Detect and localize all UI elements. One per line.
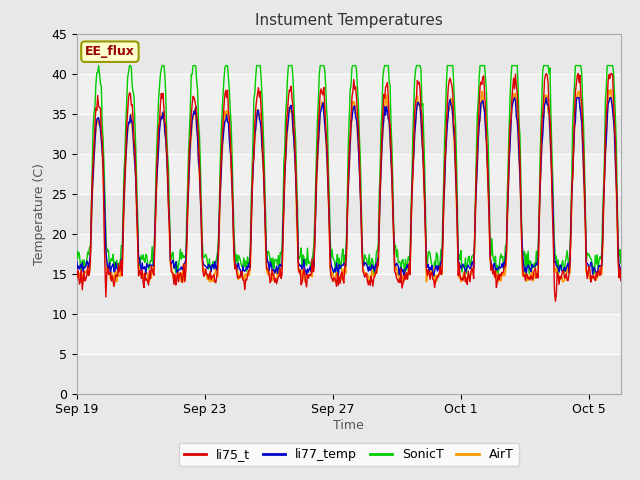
- li77_temp: [437, 259, 445, 264]
- li77_temp: [213, 267, 221, 273]
- AirT: [483, 166, 491, 172]
- SonicT: [484, 141, 492, 146]
- SonicT: [321, 67, 328, 73]
- li77_temp: [430, 273, 438, 278]
- Bar: [77, 73, 621, 114]
- AirT: [170, 276, 178, 282]
- li75_t: [617, 277, 625, 283]
- li75_t: [552, 299, 559, 304]
- li77_temp: [483, 157, 491, 163]
- Y-axis label: Temperature (C): Temperature (C): [33, 163, 45, 264]
- Legend: li75_t, li77_temp, SonicT, AirT: li75_t, li77_temp, SonicT, AirT: [179, 443, 519, 466]
- Bar: [77, 354, 621, 394]
- SonicT: [617, 260, 625, 266]
- li75_t: [319, 92, 327, 97]
- li77_temp: [511, 95, 518, 100]
- SonicT: [95, 63, 102, 69]
- li77_temp: [319, 100, 327, 106]
- Line: SonicT: SonicT: [77, 66, 621, 274]
- SonicT: [214, 234, 222, 240]
- SonicT: [438, 255, 445, 261]
- li75_t: [169, 270, 177, 276]
- Bar: [77, 274, 621, 313]
- Text: EE_flux: EE_flux: [85, 45, 135, 58]
- SonicT: [396, 259, 403, 264]
- li75_t: [436, 263, 444, 269]
- AirT: [617, 270, 625, 276]
- AirT: [214, 274, 221, 279]
- Bar: [77, 154, 621, 193]
- AirT: [77, 279, 85, 285]
- li77_temp: [617, 267, 625, 273]
- AirT: [320, 104, 328, 110]
- Line: AirT: AirT: [77, 90, 621, 282]
- SonicT: [174, 271, 182, 276]
- li75_t: [483, 131, 490, 136]
- AirT: [394, 270, 402, 276]
- Bar: [77, 34, 621, 73]
- Line: li75_t: li75_t: [77, 73, 621, 301]
- Bar: [77, 234, 621, 274]
- SonicT: [73, 248, 81, 254]
- Bar: [77, 193, 621, 234]
- Bar: [77, 313, 621, 354]
- li75_t: [213, 274, 221, 280]
- AirT: [73, 272, 81, 277]
- Line: li77_temp: li77_temp: [77, 97, 621, 276]
- AirT: [607, 87, 614, 93]
- li77_temp: [169, 257, 177, 263]
- AirT: [437, 268, 445, 274]
- li75_t: [394, 276, 401, 282]
- li77_temp: [73, 259, 81, 264]
- X-axis label: Time: Time: [333, 419, 364, 432]
- Title: Instument Temperatures: Instument Temperatures: [255, 13, 443, 28]
- Bar: [77, 114, 621, 154]
- SonicT: [170, 265, 178, 271]
- li75_t: [543, 71, 550, 76]
- li77_temp: [394, 261, 401, 267]
- li75_t: [73, 276, 81, 282]
